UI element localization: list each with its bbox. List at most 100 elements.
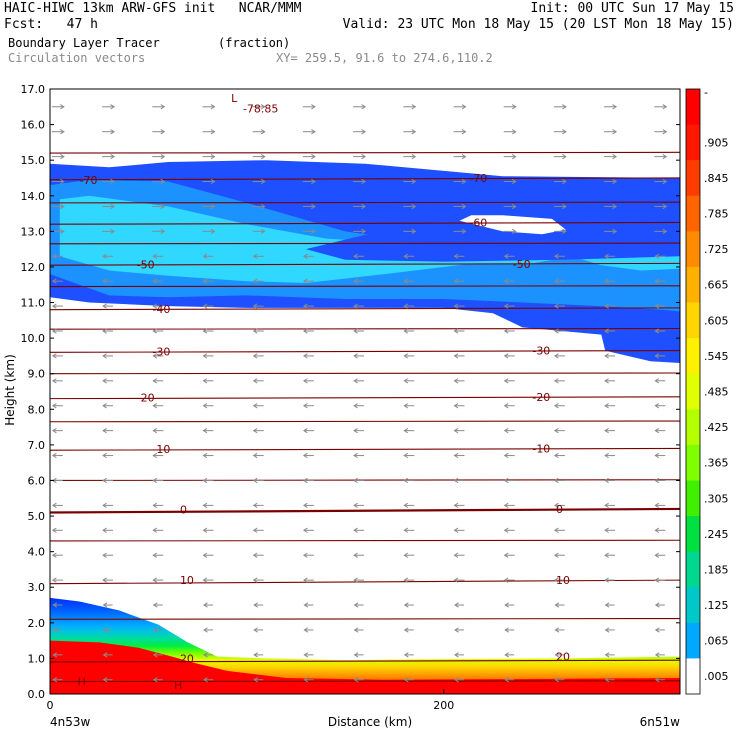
vector-head <box>52 602 58 608</box>
vector-head <box>604 353 609 359</box>
contour-label: -30 <box>152 346 170 359</box>
vector-head <box>252 552 258 558</box>
y-tick-label: 8.0 <box>28 403 46 416</box>
vector-head <box>604 627 610 633</box>
y-tick-label: 16.0 <box>21 119 46 132</box>
vector-head <box>202 378 208 384</box>
vector-head <box>302 378 308 384</box>
field-name: Boundary Layer Tracer <box>8 36 160 50</box>
vector-head <box>461 153 467 160</box>
vector-head <box>152 428 158 434</box>
plot-area: 20 20 10 10 0 0 -10 -10 -20 -20 -30 -30 -40 -50 -50 -60… <box>50 89 680 694</box>
y-tick-label: 5.0 <box>28 510 46 523</box>
vector-head <box>503 502 509 509</box>
vector-head <box>302 452 308 459</box>
colorbar-swatch <box>686 124 700 161</box>
vector-head <box>160 129 166 135</box>
vector-head <box>52 677 58 683</box>
vector-head <box>553 527 559 533</box>
vector-head <box>411 129 417 135</box>
y-tick-label: 7.0 <box>28 439 46 452</box>
vector-head <box>110 129 116 135</box>
vector-head <box>210 203 216 210</box>
vector-head <box>504 627 509 633</box>
vector-head <box>152 403 158 409</box>
isotherm-line <box>50 285 680 288</box>
vector-head <box>252 378 258 384</box>
vector-head <box>503 552 509 558</box>
vector-head <box>202 577 208 583</box>
vector-head <box>361 178 367 185</box>
isotherm-line <box>50 659 680 663</box>
vector-head <box>353 303 358 309</box>
vector-head <box>403 602 409 608</box>
vector-head <box>202 303 208 309</box>
vector-head <box>160 178 166 185</box>
vector-head <box>302 403 308 409</box>
colorbar-tick-label: .305 <box>704 492 729 505</box>
vector-head <box>110 178 116 185</box>
vector-head <box>311 104 316 110</box>
vector-head <box>52 652 58 658</box>
vector-head <box>260 153 266 160</box>
vector-head <box>403 652 409 658</box>
colorbar-tick-label: .725 <box>704 243 729 256</box>
contour-label: 20 <box>556 651 570 664</box>
vector-head <box>654 652 660 658</box>
vector-head <box>102 303 107 309</box>
vector-head <box>504 602 509 608</box>
vector-head <box>52 627 58 633</box>
vector-head <box>604 577 609 583</box>
vector-head <box>210 129 216 135</box>
vector-head <box>604 253 609 259</box>
vector-head <box>152 577 158 583</box>
y-axis: 0.0 1.0 2.0 3.0 4.0 5.0 6.0 7.0 8.0 9.0 10.0 11.0 12… <box>21 83 680 701</box>
header-line2-left: Fcst: 47 h <box>4 17 98 32</box>
vector-head <box>311 178 316 185</box>
colorbar-tick-label: .785 <box>704 208 729 221</box>
vector-head <box>654 502 660 509</box>
vector-head <box>60 129 65 135</box>
vector-head <box>102 428 107 434</box>
vector-head <box>553 577 559 583</box>
vector-head <box>562 203 567 210</box>
y-tick-label: 0.0 <box>28 688 46 701</box>
field-unit: (fraction) <box>218 36 291 50</box>
vector-head <box>553 253 559 259</box>
vector-head <box>403 627 409 633</box>
vector-head <box>102 353 107 359</box>
colorbar-swatch <box>686 302 700 339</box>
vector-head <box>403 303 409 309</box>
vector-head <box>453 253 459 259</box>
contour-label: -40 <box>152 303 170 316</box>
vector-head <box>302 253 308 259</box>
vector-head <box>102 677 108 683</box>
vector-head <box>302 278 308 284</box>
vector-head <box>453 502 459 509</box>
vector-head <box>453 278 459 284</box>
vector-head <box>260 203 266 210</box>
contour-label: 10 <box>556 574 570 587</box>
vector-head <box>554 652 560 658</box>
vector-head <box>302 527 308 533</box>
vector-head <box>454 677 459 683</box>
colorbar-swatch <box>686 373 700 410</box>
vector-head <box>453 527 459 533</box>
vector-head <box>503 577 509 583</box>
vector-head <box>654 253 660 259</box>
vector-head <box>554 677 560 683</box>
vector-head <box>353 502 358 509</box>
vector-head <box>353 677 359 683</box>
colorbar-tick-label: .605 <box>704 314 729 327</box>
vector-head <box>202 428 208 434</box>
vector-head <box>51 452 57 459</box>
vector-head <box>553 303 559 309</box>
colorbar-tick-label: .905 <box>704 136 729 149</box>
vector-head <box>453 577 459 583</box>
vector-head <box>311 129 316 135</box>
vector-head <box>160 203 166 210</box>
vector-head <box>553 477 559 484</box>
vector-head <box>152 677 158 683</box>
contour-label: -70 <box>469 172 487 185</box>
vector-head <box>411 178 417 185</box>
